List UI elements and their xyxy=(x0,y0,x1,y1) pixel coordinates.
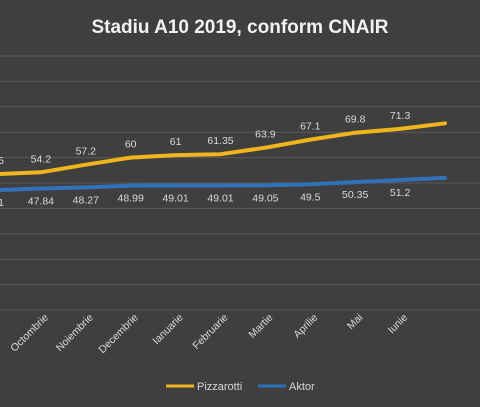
chart-title: Stadiu A10 2019, conform CNAIR xyxy=(91,17,388,38)
x-tick-label: Noiembrie xyxy=(54,312,96,354)
data-label-pizzarotti: 63.9 xyxy=(255,129,276,141)
data-label-pizzarotti: 71.3 xyxy=(390,110,411,122)
x-tick-label: Aprilie xyxy=(291,312,320,341)
data-label-pizzarotti: 69.8 xyxy=(345,114,366,126)
data-label-aktor: 47.84 xyxy=(28,195,54,207)
data-label-aktor: 49.01 xyxy=(162,193,188,205)
data-label-aktor: 49.5 xyxy=(300,191,321,203)
legend: Pizzarotti Aktor xyxy=(166,381,315,393)
data-label-pizzarotti: 61.35 xyxy=(207,135,233,147)
x-tick-label: Iunie xyxy=(386,312,411,337)
data-label-pizzarotti: 54.2 xyxy=(31,153,52,165)
data-label-pizzarotti: 67.1 xyxy=(300,121,321,133)
data-label-pizzarotti: 5 xyxy=(0,155,4,167)
data-label-aktor: 50.35 xyxy=(342,189,368,201)
data-label-pizzarotti: 61 xyxy=(170,136,182,148)
data-label-aktor: 48.27 xyxy=(73,194,99,206)
data-labels: 5 54.2 57.2 60 61 61.35 63.9 67.1 69.8 71.3 1 47.84… xyxy=(0,110,410,209)
gridlines xyxy=(0,55,480,311)
series-lines xyxy=(0,121,447,192)
data-label-aktor: 51.2 xyxy=(390,187,411,199)
x-tick-label: Decembrie xyxy=(96,312,140,356)
data-label-aktor: 49.01 xyxy=(207,193,233,205)
x-axis-ticks: Octombrie Noiembrie Decembrie Ianuarie Febru… xyxy=(8,312,410,357)
series-line-aktor xyxy=(0,175,447,192)
data-label-aktor: 48.99 xyxy=(118,193,144,205)
data-label-pizzarotti: 57.2 xyxy=(76,146,97,158)
x-tick-label: Februarie xyxy=(190,312,230,352)
legend-label-pizzarotti: Pizzarotti xyxy=(197,381,242,393)
x-tick-label: Octombrie xyxy=(8,312,51,355)
data-label-pizzarotti: 60 xyxy=(125,139,137,151)
series-line-pizzarotti xyxy=(0,121,447,176)
x-tick-label: Ianuarie xyxy=(150,312,185,347)
data-label-aktor: 1 xyxy=(0,197,4,209)
x-tick-label: Martie xyxy=(246,312,275,341)
x-tick-label: Mai xyxy=(345,312,365,332)
legend-label-aktor: Aktor xyxy=(289,381,315,393)
data-label-aktor: 49.05 xyxy=(252,192,278,204)
